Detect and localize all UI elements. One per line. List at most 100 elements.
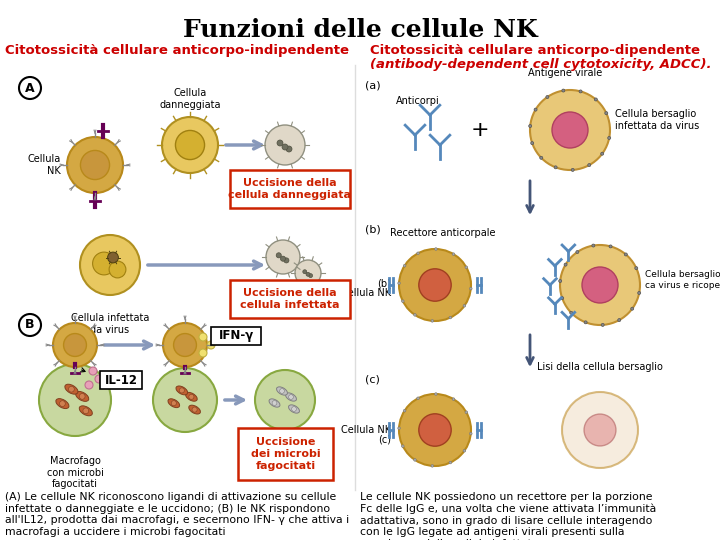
Circle shape	[452, 253, 455, 255]
Text: (a): (a)	[365, 80, 381, 90]
Ellipse shape	[168, 399, 179, 408]
Circle shape	[107, 252, 118, 263]
Circle shape	[469, 287, 472, 290]
Circle shape	[83, 408, 89, 414]
Circle shape	[554, 166, 557, 169]
Circle shape	[284, 258, 289, 263]
Ellipse shape	[79, 406, 92, 416]
Text: +: +	[471, 120, 490, 140]
Ellipse shape	[189, 405, 200, 414]
Circle shape	[179, 388, 184, 393]
Circle shape	[174, 334, 197, 356]
Circle shape	[403, 409, 406, 412]
Circle shape	[266, 240, 300, 274]
Circle shape	[584, 414, 616, 446]
Text: B: B	[25, 319, 35, 332]
Text: Uccisione della
cellula infettata: Uccisione della cellula infettata	[240, 288, 340, 310]
Circle shape	[19, 314, 41, 336]
Circle shape	[594, 98, 598, 101]
Circle shape	[109, 261, 126, 278]
FancyBboxPatch shape	[100, 371, 142, 389]
Circle shape	[618, 319, 621, 321]
Text: Cellula bersaglio infettata
ca virus e ricoperta ca anticorp: Cellula bersaglio infettata ca virus e r…	[645, 271, 720, 289]
Circle shape	[582, 267, 618, 303]
FancyBboxPatch shape	[230, 280, 350, 318]
Circle shape	[53, 323, 97, 367]
Circle shape	[534, 108, 537, 111]
Circle shape	[463, 305, 466, 307]
Circle shape	[546, 96, 549, 98]
Circle shape	[162, 117, 218, 173]
Circle shape	[560, 245, 640, 325]
Circle shape	[289, 395, 294, 400]
Text: Uccisione della
cellula danneggiata: Uccisione della cellula danneggiata	[228, 178, 351, 200]
Circle shape	[552, 112, 588, 148]
Text: A: A	[25, 82, 35, 94]
Circle shape	[60, 401, 66, 407]
FancyBboxPatch shape	[211, 327, 261, 345]
Circle shape	[63, 334, 86, 356]
Circle shape	[171, 401, 176, 406]
Text: Funzioni delle cellule NK: Funzioni delle cellule NK	[183, 18, 537, 42]
Circle shape	[272, 401, 277, 406]
Circle shape	[584, 321, 587, 324]
Circle shape	[189, 394, 194, 400]
Circle shape	[19, 77, 41, 99]
Text: Cellula infettata
da virus: Cellula infettata da virus	[71, 313, 149, 335]
Circle shape	[570, 312, 572, 314]
Circle shape	[469, 433, 472, 435]
Circle shape	[163, 323, 207, 367]
Text: Cellula NK: Cellula NK	[341, 425, 391, 435]
Circle shape	[255, 370, 315, 430]
Ellipse shape	[269, 399, 280, 407]
Circle shape	[85, 381, 93, 389]
Circle shape	[176, 131, 204, 159]
Circle shape	[276, 253, 282, 258]
Text: Citotossicità cellulare anticorpo-indipendente: Citotossicità cellulare anticorpo-indipe…	[5, 44, 349, 57]
Circle shape	[397, 282, 400, 285]
Circle shape	[600, 152, 603, 155]
Text: Citotossicità cellulare anticorpo-dipendente: Citotossicità cellulare anticorpo-dipend…	[370, 44, 700, 57]
Circle shape	[601, 323, 604, 326]
Circle shape	[399, 249, 471, 321]
Ellipse shape	[286, 393, 297, 401]
Circle shape	[199, 349, 207, 357]
Circle shape	[286, 146, 292, 152]
Circle shape	[67, 137, 123, 193]
Circle shape	[414, 314, 416, 316]
Circle shape	[592, 244, 595, 247]
Circle shape	[402, 445, 404, 448]
Circle shape	[95, 375, 103, 383]
Circle shape	[609, 245, 612, 248]
Circle shape	[435, 393, 437, 395]
Circle shape	[277, 140, 283, 146]
Circle shape	[282, 144, 288, 150]
Text: Le cellule NK possiedono un recettore per la porzione
Fc delle IgG e, una volta : Le cellule NK possiedono un recettore pe…	[360, 492, 656, 540]
Circle shape	[265, 125, 305, 165]
Circle shape	[417, 397, 419, 400]
Circle shape	[431, 320, 433, 322]
Text: Lisi della cellula bersaglio: Lisi della cellula bersaglio	[537, 362, 663, 372]
Ellipse shape	[56, 399, 69, 409]
Circle shape	[562, 392, 638, 468]
Text: Antigene virale: Antigene virale	[528, 68, 602, 78]
Ellipse shape	[276, 387, 287, 395]
Circle shape	[309, 274, 312, 278]
Circle shape	[449, 461, 451, 464]
Text: Cellula NK: Cellula NK	[341, 288, 391, 298]
Circle shape	[89, 367, 97, 375]
Circle shape	[631, 307, 634, 310]
Ellipse shape	[65, 384, 78, 394]
Ellipse shape	[176, 386, 188, 395]
Circle shape	[303, 270, 307, 274]
Circle shape	[279, 389, 284, 394]
Text: IFN-γ: IFN-γ	[218, 329, 253, 342]
Circle shape	[207, 341, 215, 349]
Circle shape	[295, 260, 321, 286]
Circle shape	[93, 252, 115, 275]
Circle shape	[638, 292, 641, 294]
Circle shape	[419, 414, 451, 446]
Circle shape	[564, 263, 567, 266]
FancyBboxPatch shape	[230, 170, 350, 208]
Circle shape	[540, 156, 543, 159]
